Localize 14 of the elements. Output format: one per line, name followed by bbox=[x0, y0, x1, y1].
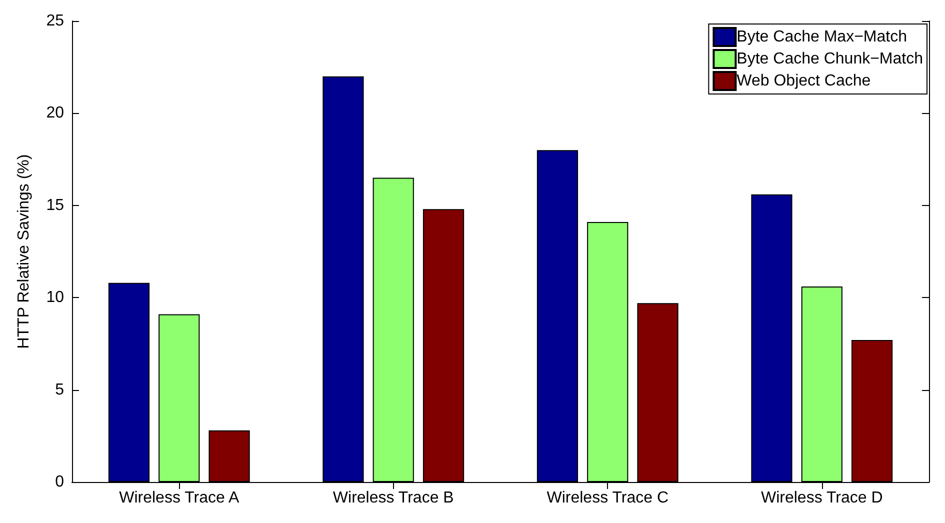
legend-label: Byte Cache Chunk−Match bbox=[736, 50, 924, 68]
legend-label: Byte Cache Max−Match bbox=[736, 28, 907, 46]
x-tick-label: Wireless Trace C bbox=[546, 490, 669, 506]
y-tick-label: 20 bbox=[46, 104, 64, 122]
y-tick-label: 10 bbox=[46, 289, 64, 306]
y-tick-label: 25 bbox=[46, 12, 64, 30]
y-tick-label: 5 bbox=[55, 381, 64, 398]
y-tick-label: 0 bbox=[55, 474, 64, 490]
x-tick-label: Wireless Trace A bbox=[119, 490, 240, 506]
y-tick-label: 15 bbox=[46, 196, 64, 214]
x-tick-label: Wireless Trace D bbox=[760, 490, 883, 506]
y-axis-title: HTTP Relative Savings (%) bbox=[16, 154, 32, 349]
x-tick-label: Wireless Trace B bbox=[332, 490, 454, 506]
legend-label: Web Object Cache bbox=[736, 72, 871, 90]
